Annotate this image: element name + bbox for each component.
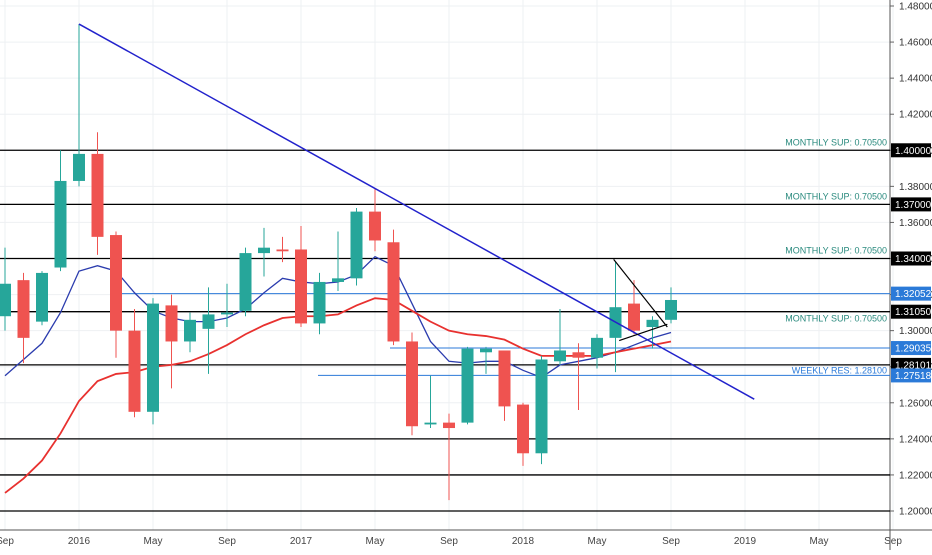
x-tick-label: 2017 [290,536,313,547]
candle-body [480,348,492,353]
candle-body [184,319,196,342]
level-note: WEEKLY RES: 1.28100 [792,365,887,375]
x-tick-label: Sep [884,536,902,547]
price-label: 1.32052 [895,289,932,300]
candle-body [554,350,566,362]
candle-body [276,249,289,252]
trendline [619,323,668,342]
y-tick-label: 1.44000 [899,74,932,85]
price-label: 1.34000 [895,254,932,265]
candle-body [406,341,418,427]
candle-body [258,247,270,254]
x-tick-label: 2018 [512,536,535,547]
x-tick-label: 2016 [68,536,91,547]
y-tick-label: 1.22000 [899,470,932,481]
level-note: MONTHLY SUP: 0.70500 [785,137,887,147]
candle-body [147,303,159,412]
candle-body [332,278,344,282]
candle-body [91,153,104,237]
y-tick-label: 1.48000 [899,2,932,13]
candle-body [350,211,363,279]
price-label: 1.40000 [895,146,932,157]
x-tick-label: May [144,536,163,547]
x-tick-label: May [810,536,829,547]
candle-body [424,422,437,425]
candle-body [313,281,326,324]
candle-body [517,404,529,454]
candle-body [128,330,141,412]
x-tick-label: Sep [218,536,236,547]
candle-body [295,249,307,324]
candle-body [369,211,381,241]
x-tick-label: May [588,536,607,547]
trendline [613,259,668,328]
y-tick-label: 1.46000 [899,38,932,49]
price-label: 1.28101 [895,360,932,371]
level-note: MONTHLY SUP: 0.70500 [785,246,887,256]
price-label: 1.31050 [895,307,932,318]
x-tick-label: 2019 [734,536,757,547]
candle-body [73,153,85,181]
candle-body [239,253,252,311]
x-tick-label: May [366,536,385,547]
price-label-box [891,368,931,383]
y-tick-label: 1.36000 [899,218,932,229]
candle-body [17,280,30,338]
price-label-box [891,341,931,356]
price-label-box [891,286,931,301]
candle-body [572,352,585,358]
candle-body [443,422,455,429]
y-tick-label: 1.24000 [899,434,932,445]
x-tick-label: Sep [662,536,680,547]
price-label-box [891,304,931,319]
y-tick-label: 1.30000 [899,326,932,337]
y-tick-label: 1.38000 [899,182,932,193]
y-tick-label: 1.26000 [899,398,932,409]
candle-body [665,299,677,320]
y-tick-label: 1.20000 [899,507,932,518]
candle-body [461,348,474,423]
candle-body [221,312,233,315]
y-tick-label: 1.42000 [899,110,932,121]
candle-body [628,303,640,331]
candle-body [202,314,215,329]
price-label: 1.27518 [895,371,932,382]
candle-body [36,272,48,322]
price-label: 1.37000 [895,200,932,211]
candle-body [498,350,511,407]
x-tick-label: Sep [0,536,14,547]
price-label-box [891,197,931,212]
trendline [78,23,755,400]
candle-body [535,359,548,454]
candle-body [387,242,400,342]
price-label-box [891,357,931,372]
candle-body [110,235,122,331]
x-tick-label: Sep [440,536,458,547]
level-note: MONTHLY SUP: 0.70500 [785,191,887,201]
price-label-box [891,251,931,266]
level-note: MONTHLY SUP: 0.70500 [785,314,887,324]
candle-body [646,319,659,328]
candle-body [591,337,603,358]
candle-body [54,180,67,268]
candle-body [0,283,11,317]
price-label: 1.29035 [895,344,932,355]
candle-body [165,305,178,342]
price-label-box [891,143,931,158]
